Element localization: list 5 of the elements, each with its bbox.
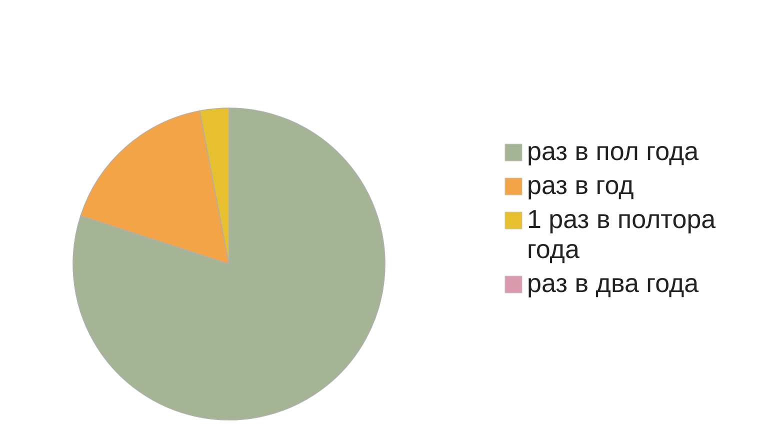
legend-label: раз в два года — [527, 268, 700, 298]
legend-label: раз в пол года — [527, 136, 700, 166]
legend-label: раз в год — [527, 170, 634, 200]
pie-slice — [80, 110, 230, 264]
pie-slice — [72, 108, 386, 420]
